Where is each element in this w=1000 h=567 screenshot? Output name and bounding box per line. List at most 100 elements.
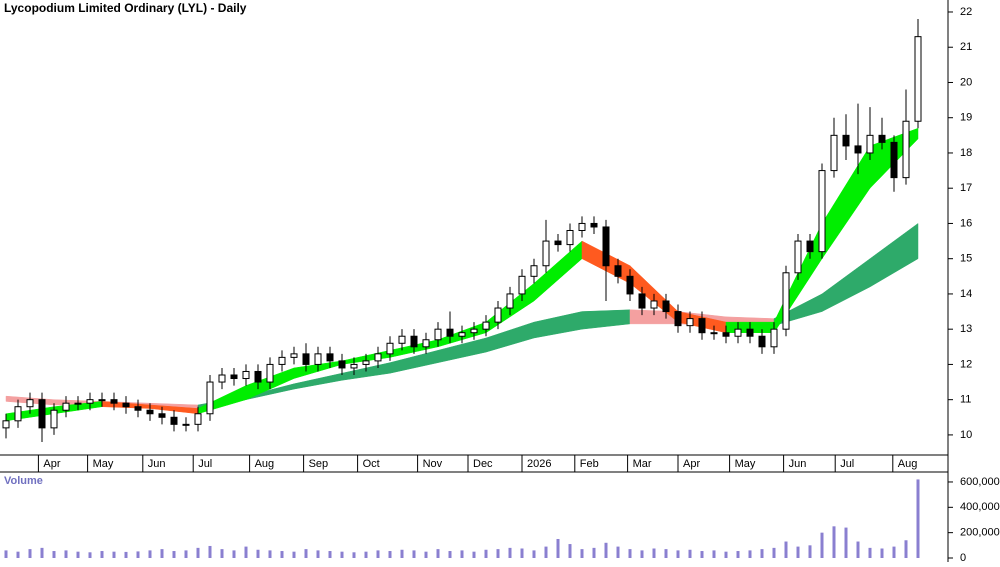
candle-body bbox=[818, 170, 826, 253]
candle-body bbox=[710, 332, 718, 335]
volume-bar bbox=[268, 550, 272, 558]
volume-bar bbox=[808, 545, 812, 558]
volume-bar bbox=[388, 551, 392, 558]
y-tick-label: 16 bbox=[960, 217, 972, 229]
volume-bar bbox=[640, 550, 644, 558]
volume-tick-label: 400,000 bbox=[960, 501, 1000, 513]
volume-bar bbox=[592, 547, 596, 558]
volume-bar bbox=[364, 551, 368, 558]
candle-body bbox=[458, 332, 466, 337]
x-tick-label: Apr bbox=[683, 458, 700, 470]
x-tick-label: Oct bbox=[363, 458, 380, 470]
volume-bar bbox=[856, 541, 860, 558]
candle-body bbox=[830, 134, 838, 172]
volume-bar bbox=[496, 549, 500, 558]
volume-bar bbox=[88, 552, 92, 558]
x-tick-label: 2026 bbox=[527, 458, 551, 470]
candle-body bbox=[746, 328, 754, 337]
candle-body bbox=[302, 353, 310, 365]
volume-bar bbox=[568, 544, 572, 558]
x-tick-label: Feb bbox=[580, 458, 599, 470]
volume-bar bbox=[448, 551, 452, 558]
x-tick-label: Jun bbox=[148, 458, 166, 470]
volume-bar bbox=[244, 546, 248, 558]
candle-body bbox=[650, 300, 658, 309]
ribbon-segment bbox=[869, 222, 919, 288]
candle-body bbox=[662, 300, 670, 313]
candle-body bbox=[614, 265, 622, 277]
candle-body bbox=[446, 328, 454, 337]
volume-bar bbox=[64, 550, 68, 558]
candle-body bbox=[470, 328, 478, 334]
y-tick-label: 21 bbox=[960, 41, 972, 53]
x-tick-label: Aug bbox=[898, 458, 918, 470]
candle-body bbox=[110, 399, 118, 404]
volume-bar bbox=[112, 551, 116, 558]
volume-bar bbox=[184, 550, 188, 558]
volume-bar bbox=[76, 551, 80, 558]
y-tick-label: 22 bbox=[960, 6, 972, 18]
volume-bar bbox=[520, 548, 524, 558]
volume-bar bbox=[772, 547, 776, 558]
volume-bar bbox=[880, 548, 884, 558]
candle-body bbox=[278, 356, 286, 365]
candle-body bbox=[98, 399, 106, 402]
volume-bar bbox=[304, 549, 308, 558]
volume-bar bbox=[52, 551, 56, 558]
volume-bar bbox=[580, 549, 584, 558]
volume-bar bbox=[484, 549, 488, 558]
volume-tick-label: 0 bbox=[960, 552, 966, 562]
volume-bar bbox=[412, 550, 416, 558]
volume-bar bbox=[556, 538, 560, 558]
volume-bar bbox=[280, 551, 284, 558]
candle-body bbox=[782, 272, 790, 330]
volume-bar bbox=[16, 551, 20, 558]
candle-body bbox=[758, 335, 766, 348]
candle-body bbox=[206, 381, 214, 415]
volume-bar bbox=[400, 549, 404, 558]
x-tick-label: Nov bbox=[423, 458, 443, 470]
candle-body bbox=[314, 353, 322, 365]
volume-bar bbox=[376, 550, 380, 558]
candle-body bbox=[62, 402, 70, 411]
x-tick-label: Jul bbox=[198, 458, 212, 470]
candle-body bbox=[722, 332, 730, 337]
volume-bar bbox=[664, 549, 668, 558]
volume-bar bbox=[124, 551, 128, 558]
candle-body bbox=[626, 275, 634, 295]
candle-body bbox=[170, 416, 178, 425]
volume-bar bbox=[508, 547, 512, 558]
candle-body bbox=[350, 363, 358, 369]
volume-bar bbox=[256, 549, 260, 558]
candle-body bbox=[218, 374, 226, 383]
candle-body bbox=[770, 328, 778, 348]
candle-body bbox=[194, 413, 202, 425]
candle-body bbox=[842, 134, 850, 147]
candle-body bbox=[50, 409, 58, 429]
volume-bar bbox=[316, 550, 320, 558]
candle-body bbox=[146, 409, 154, 415]
candle-body bbox=[674, 311, 682, 327]
candle-body bbox=[914, 36, 922, 122]
volume-title: Volume bbox=[4, 475, 43, 487]
candle-body bbox=[158, 413, 166, 418]
candle-body bbox=[242, 370, 250, 380]
volume-bar bbox=[160, 549, 164, 558]
candle-body bbox=[542, 240, 550, 267]
volume-bar bbox=[4, 550, 8, 558]
candle-body bbox=[398, 335, 406, 344]
candle-body bbox=[182, 423, 190, 426]
candle-body bbox=[698, 318, 706, 334]
candle-body bbox=[74, 402, 82, 405]
candle-body bbox=[338, 360, 346, 369]
x-tick-label: Aug bbox=[255, 458, 275, 470]
y-tick-label: 18 bbox=[960, 147, 972, 159]
candle-body bbox=[890, 141, 898, 179]
x-tick-label: Mar bbox=[633, 458, 652, 470]
volume-bar bbox=[328, 551, 332, 558]
volume-bar bbox=[208, 545, 212, 558]
y-tick-label: 13 bbox=[960, 323, 972, 335]
x-tick-label: May bbox=[93, 458, 114, 470]
candle-body bbox=[230, 374, 238, 380]
